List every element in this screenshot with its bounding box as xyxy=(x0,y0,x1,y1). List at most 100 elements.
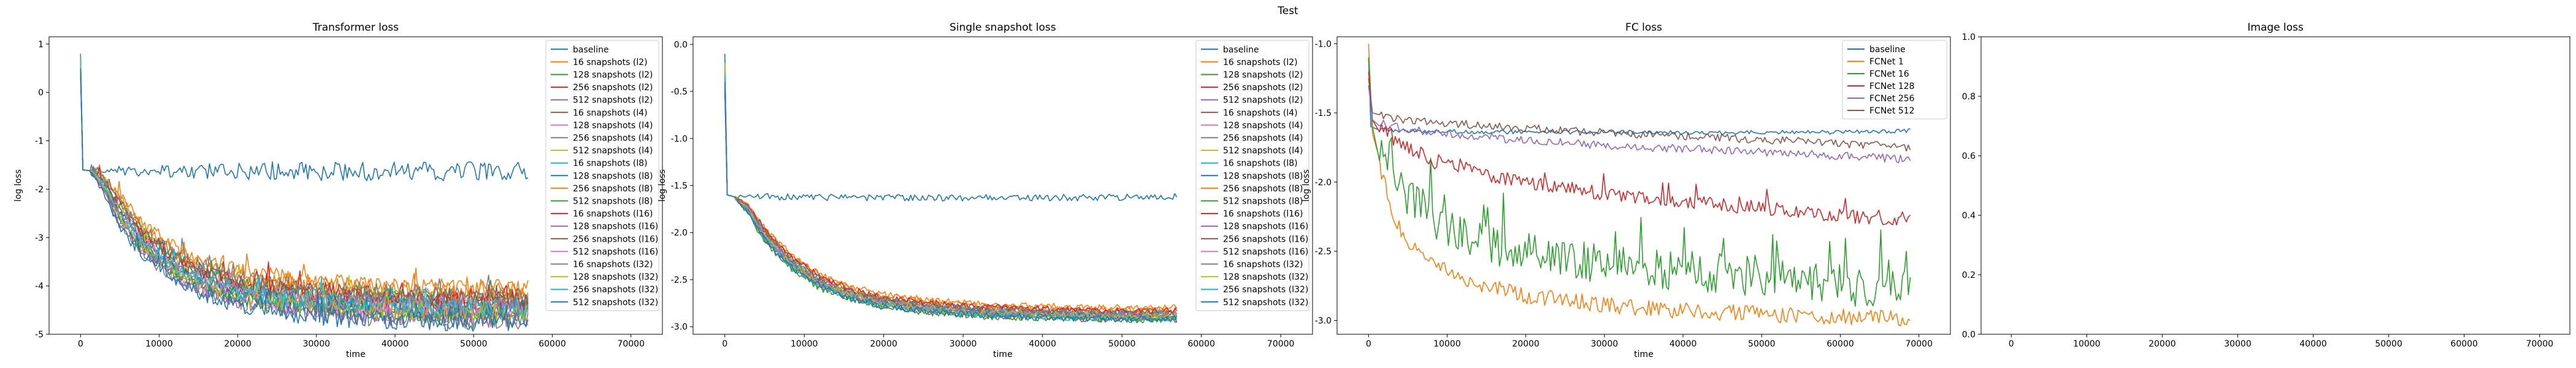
legend-label: 256 snapshots (l16) xyxy=(1223,234,1308,244)
y-tick-label: 1 xyxy=(38,40,44,50)
series-line xyxy=(724,63,1178,318)
subplot-3: FC loss 0 10000 20000 30000 40000 50000 60000 70… xyxy=(1301,21,1951,359)
x-tick-label: 40000 xyxy=(2299,339,2327,349)
x-tick-label: 50000 xyxy=(1108,339,1136,349)
series-line xyxy=(724,63,1178,318)
y-tick-label: -0.5 xyxy=(671,87,688,97)
legend-label: FCNet 512 xyxy=(1869,106,1915,116)
legend-label: 16 snapshots (l4) xyxy=(573,108,648,118)
y-tick-label: -1 xyxy=(35,137,44,147)
legend-label: 128 snapshots (l16) xyxy=(573,222,658,232)
legend-label: 512 snapshots (l16) xyxy=(573,247,658,257)
x-tick-label: 40000 xyxy=(1669,339,1697,349)
legend-label: 16 snapshots (l16) xyxy=(1223,209,1303,219)
series-line xyxy=(724,72,1178,312)
x-tick-label: 0 xyxy=(1366,339,1371,349)
x-tick-label: 10000 xyxy=(145,339,173,349)
y-tick-label: -2.0 xyxy=(1315,178,1332,188)
legend-frame xyxy=(1842,40,1947,120)
series-line xyxy=(1368,57,1911,307)
x-axis-label: time xyxy=(993,350,1013,359)
axes-frame xyxy=(1980,36,2570,335)
x-tick-label: 50000 xyxy=(2375,339,2402,349)
legend-label: 16 snapshots (l2) xyxy=(573,58,648,67)
subplot-title: Single snapshot loss xyxy=(949,21,1056,34)
legend-label: 512 snapshots (l8) xyxy=(1223,197,1303,207)
x-tick-label: 40000 xyxy=(381,339,409,349)
y-axis-label: log loss xyxy=(13,169,23,202)
series-line xyxy=(724,53,1178,202)
legend-label: baseline xyxy=(1223,45,1259,55)
series-line xyxy=(724,82,1178,318)
y-tick-label: -1.0 xyxy=(1315,39,1332,49)
y-axis-label: log loss xyxy=(1301,169,1311,202)
x-tick-label: 60000 xyxy=(1827,339,1854,349)
series-line xyxy=(724,63,1178,324)
subplot-4: Image loss 0 10000 20000 30000 40000 50000 6000… xyxy=(1962,21,2570,349)
series-group xyxy=(80,53,529,332)
y-tick-label: 0.0 xyxy=(674,40,688,50)
y-tick-label: -2 xyxy=(35,185,44,194)
x-tick-label: 30000 xyxy=(1591,339,1619,349)
series-line xyxy=(80,58,529,310)
y-tick-label: 0.2 xyxy=(1962,270,1976,280)
series-line xyxy=(80,58,529,317)
x-tick-label: 30000 xyxy=(2224,339,2252,349)
legend-label: 128 snapshots (l4) xyxy=(1223,121,1303,131)
legend-label: 512 snapshots (l2) xyxy=(1223,96,1303,105)
legend-label: 128 snapshots (l2) xyxy=(1223,71,1303,80)
x-tick-label: 30000 xyxy=(949,339,977,349)
legend-label: FCNet 16 xyxy=(1869,69,1909,79)
x-axis-label: time xyxy=(1634,350,1654,359)
legend: baseline 16 snapshots (l2) 128 snapshots (… xyxy=(1195,40,1309,312)
legend-label: 256 snapshots (l4) xyxy=(1223,134,1303,144)
y-tick-label: -1.0 xyxy=(671,134,688,144)
series-line xyxy=(80,63,529,315)
series-line xyxy=(724,91,1177,321)
x-tick-label: 60000 xyxy=(2450,339,2478,349)
legend-label: 128 snapshots (l32) xyxy=(573,272,658,282)
x-tick-label: 60000 xyxy=(1187,339,1215,349)
y-axis-label: log loss xyxy=(657,169,667,202)
axes-frame xyxy=(1336,36,1951,335)
series-line xyxy=(724,63,1178,316)
y-tick-label: -3.0 xyxy=(671,323,688,332)
legend-label: 16 snapshots (l32) xyxy=(1223,260,1303,270)
y-tick-label: -2.5 xyxy=(1315,247,1332,257)
series-line xyxy=(1368,78,1911,151)
legend-label: FCNet 256 xyxy=(1869,94,1915,104)
y-tick-label: 0 xyxy=(38,88,44,98)
x-tick-label: 50000 xyxy=(1748,339,1776,349)
series-line xyxy=(80,68,529,332)
y-tick-label: -1.5 xyxy=(1315,109,1332,118)
y-tick-label: -4 xyxy=(35,282,44,291)
series-line xyxy=(724,72,1178,314)
x-tick-label: 70000 xyxy=(617,339,645,349)
series-line xyxy=(724,82,1178,316)
y-tick-label: -3.0 xyxy=(1315,316,1332,326)
x-tick-label: 10000 xyxy=(1433,339,1461,349)
legend-label: baseline xyxy=(573,45,609,55)
x-tick-label: 40000 xyxy=(1029,339,1056,349)
legend-label: 16 snapshots (l2) xyxy=(1223,58,1298,67)
series-group xyxy=(724,53,1178,324)
x-tick-label: 50000 xyxy=(460,339,488,349)
legend-label: 256 snapshots (l8) xyxy=(573,184,653,194)
series-line xyxy=(80,63,529,182)
axes-frame xyxy=(48,36,663,335)
series-line xyxy=(1368,71,1911,226)
series-line xyxy=(80,63,529,297)
y-tick-label: 0.4 xyxy=(1962,211,1976,221)
legend-label: 128 snapshots (l4) xyxy=(573,121,653,131)
y-tick-label: 0.0 xyxy=(1962,330,1976,340)
subplot-1: Transformer loss 0 10000 20000 30000 40000 500… xyxy=(13,21,663,359)
x-tick-label: 0 xyxy=(722,339,727,349)
legend-label: 128 snapshots (l2) xyxy=(573,71,653,80)
series-line xyxy=(80,73,529,312)
series-line xyxy=(80,68,529,306)
series-line xyxy=(80,58,529,318)
y-tick-label: 0.6 xyxy=(1962,151,1976,161)
subplot-title: Transformer loss xyxy=(312,21,399,34)
x-tick-label: 20000 xyxy=(1512,339,1539,349)
